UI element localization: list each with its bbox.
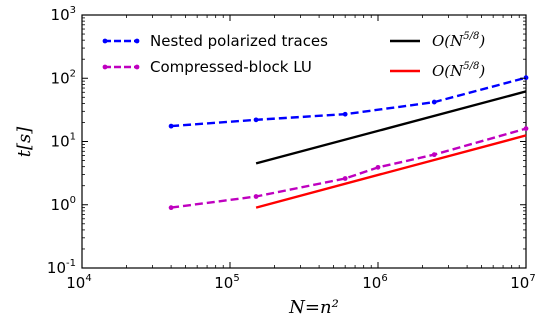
series-layer (168, 75, 529, 211)
series-1 (168, 75, 529, 129)
legend-marker (134, 38, 140, 44)
x-tick-label: 104 (66, 273, 91, 292)
x-tick-label: 105 (214, 273, 239, 292)
data-point (253, 194, 259, 199)
y-tick-label: 103 (51, 5, 76, 24)
data-point (523, 126, 529, 131)
legend-entry: O(N5/8) (390, 31, 485, 50)
series-3 (255, 90, 527, 165)
data-point (523, 75, 529, 81)
plot-frame (81, 14, 527, 269)
legend-marker (102, 64, 108, 70)
plot-area (81, 14, 527, 269)
y-axis-label: t[s] (14, 126, 35, 157)
ticks-layer: 104 105 106 107 10-1 100 101 102 103 (47, 5, 536, 292)
x-axis-label: N=n² (288, 297, 339, 318)
series-line (255, 90, 527, 165)
data-point (375, 164, 381, 170)
y-tick-label: 100 (51, 195, 76, 214)
legend-label: Nested polarized traces (150, 32, 328, 50)
data-point (168, 123, 174, 129)
data-point (342, 111, 348, 117)
series-2 (168, 126, 529, 211)
y-tick-label: 10-1 (47, 258, 76, 277)
series-line (255, 134, 527, 209)
data-point (431, 152, 437, 158)
legend-entry: Compressed-block LU (102, 58, 312, 76)
legend-marker (102, 38, 108, 44)
legend-entry: O(N5/8) (390, 61, 485, 80)
legend-entry: Nested polarized traces (102, 32, 328, 50)
y-tick-label: 101 (51, 132, 76, 151)
data-point (253, 117, 259, 123)
x-tick-label: 107 (510, 273, 535, 292)
legend-marker (134, 64, 140, 70)
data-point (342, 176, 348, 181)
y-tick-label: 102 (51, 68, 76, 87)
legend-label: O(N5/8) (432, 31, 485, 50)
data-point (431, 99, 437, 105)
x-tick-label: 106 (362, 273, 387, 292)
legend-label: Compressed-block LU (150, 58, 312, 76)
legend-label: O(N5/8) (432, 61, 485, 80)
data-point (168, 205, 174, 211)
series-line (170, 127, 527, 209)
series-4 (255, 134, 527, 209)
legend: Nested polarized traces Compressed-block … (102, 31, 485, 80)
